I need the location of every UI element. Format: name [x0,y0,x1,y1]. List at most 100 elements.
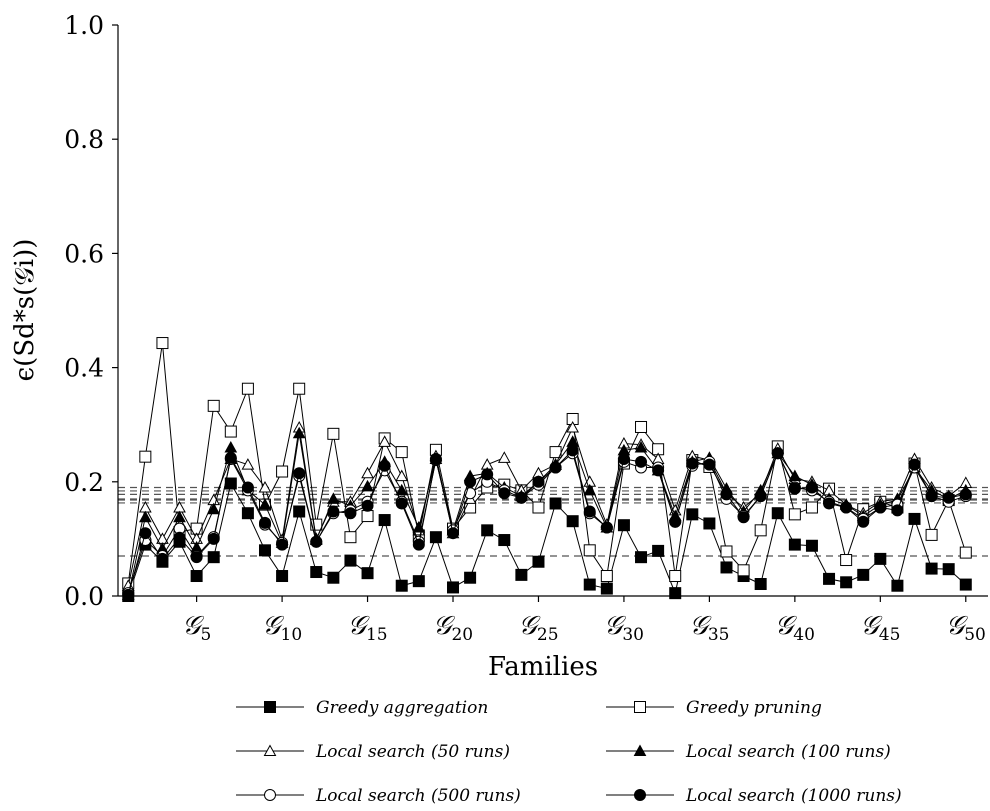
legend: Greedy aggregation Greedy pruning Local se… [236,698,902,806]
legend-marker [634,701,646,713]
data-point [823,497,836,510]
data-point [874,552,887,565]
data-point [447,527,460,540]
data-point [139,527,152,540]
data-point [224,477,237,490]
series-line [127,426,967,586]
data-point [857,515,870,528]
data-point [583,483,597,496]
data-point [959,546,972,559]
data-point [720,488,733,501]
data-point [447,581,460,594]
data-point [788,482,801,495]
x-tick-label: 𝒢5 [182,611,211,645]
data-point [241,481,254,494]
data-point [224,425,237,438]
data-point [310,518,323,531]
data-point [737,511,750,524]
data-point [241,507,254,520]
data-point [293,467,306,480]
data-point [207,399,220,412]
data-point [310,566,323,579]
data-point [583,578,596,591]
data-point [805,539,818,552]
data-point [258,544,271,557]
data-point [395,497,408,510]
series-5 [122,447,972,600]
data-point [344,554,357,567]
data-point [532,501,545,514]
data-point [361,567,374,580]
data-point [925,562,938,575]
y-tick-label: 0.4 [64,354,104,383]
x-tick-label: 𝒢40 [775,611,815,645]
data-point [566,421,580,433]
x-tick-label: 𝒢35 [689,611,729,645]
data-point [600,582,613,595]
data-point [327,505,340,518]
series [121,337,973,602]
data-point [276,570,289,583]
data-point [942,563,955,576]
legend-item: Local search (100 runs) [606,742,891,762]
data-point [771,447,784,460]
data-point [857,568,870,581]
data-point [327,571,340,584]
data-point [908,458,921,471]
y-tick-label: 1.0 [64,11,104,40]
data-point [669,587,682,600]
data-point [652,464,665,477]
legend-label: Local search (500 runs) [315,786,521,806]
data-point [498,487,511,500]
data-point [190,570,203,583]
legend-label: Local search (100 runs) [685,742,891,762]
data-point [925,528,938,541]
data-point [207,551,220,564]
data-point [258,480,272,493]
data-point [395,483,409,496]
data-point [412,538,425,551]
data-point [378,514,391,527]
data-point [669,515,682,528]
data-point [395,446,408,459]
y-ticks: 0.0 0.2 0.4 0.6 0.8 1.0 [64,11,118,611]
data-point [737,564,750,577]
data-point [156,337,169,350]
x-tick-label: 𝒢25 [518,611,558,645]
data-point [224,441,238,453]
data-point [327,427,340,440]
data-point [173,531,186,544]
data-point [959,488,972,501]
data-point [754,490,767,503]
data-point [207,502,221,515]
data-point [429,531,442,544]
data-point [498,534,511,547]
axes [117,25,988,597]
data-point [771,507,784,520]
data-point [925,490,938,503]
data-point [942,491,955,504]
x-tick-label: 𝒢20 [433,611,473,645]
x-tick-label: 𝒢15 [347,611,387,645]
legend-label: Greedy aggregation [316,698,488,718]
series-6 [122,444,972,601]
legend-item: Local search (50 runs) [236,742,510,762]
data-point [429,452,442,465]
data-point [481,468,494,481]
data-point [720,561,733,574]
data-point [361,479,374,492]
data-point [600,570,613,583]
data-point [617,452,630,465]
legend-marker [264,701,276,713]
data-point [669,570,682,583]
data-point [344,507,357,520]
y-tick-label: 0.6 [64,239,104,268]
data-point [361,510,374,523]
legend-label: Greedy pruning [686,698,822,718]
legend-marker [634,789,646,801]
legend-label: Local search (1000 runs) [685,786,902,806]
data-point [395,579,408,592]
x-tick-label: 𝒢50 [946,611,986,645]
data-point [173,510,186,523]
